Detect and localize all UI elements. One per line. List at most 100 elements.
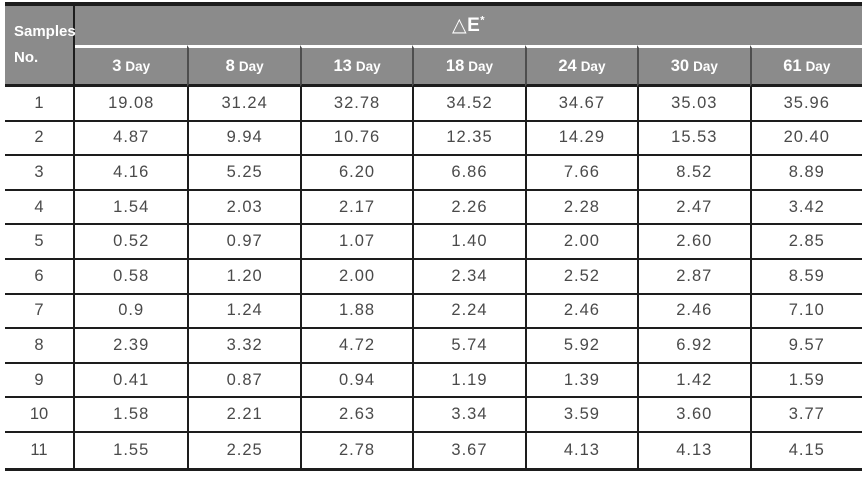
day-number: 13	[333, 56, 352, 75]
value-cell: 35.96	[749, 87, 862, 122]
table-row: 9 0.41 0.87 0.94 1.19 1.39 1.42 1.59	[5, 363, 862, 399]
value-cell: 2.52	[524, 259, 638, 295]
day-number: 61	[783, 56, 802, 75]
table-row: 2 4.87 9.94 10.76 12.35 14.29 15.53 20.40	[5, 121, 862, 157]
value-cell: 3.32	[187, 329, 300, 364]
value-cell: 2.34	[412, 259, 525, 295]
value-cell: 32.78	[299, 87, 413, 122]
samples-label-line1: Samples	[14, 23, 76, 40]
value-cell: 2.00	[299, 259, 413, 295]
value-cell: 2.87	[637, 259, 750, 295]
day-header-8: 8 Day	[187, 45, 300, 87]
value-cell: 3.60	[637, 398, 750, 433]
value-cell: 4.13	[524, 432, 638, 468]
value-cell: 8.59	[749, 259, 862, 295]
value-cell: 0.97	[187, 225, 300, 260]
value-cell: 4.13	[637, 432, 750, 468]
sample-no-cell: 9	[5, 363, 75, 399]
value-cell: 4.15	[749, 432, 862, 468]
value-cell: 2.26	[412, 190, 525, 226]
day-unit: Day	[238, 58, 264, 74]
value-cell: 5.74	[412, 329, 525, 364]
value-cell: 2.46	[637, 294, 750, 330]
day-header-13: 13 Day	[299, 45, 413, 87]
value-cell: 6.20	[299, 156, 413, 191]
value-cell: 6.92	[637, 329, 750, 364]
delta-e-symbol: △E	[451, 15, 481, 36]
samples-no-header: Samples No.	[5, 6, 76, 87]
value-cell: 14.29	[524, 121, 638, 157]
sample-no-cell: 2	[5, 121, 75, 157]
day-unit: Day	[693, 58, 718, 74]
value-cell: 1.20	[187, 259, 300, 295]
value-cell: 35.03	[637, 87, 750, 122]
value-cell: 0.41	[75, 363, 188, 399]
day-unit: Day	[805, 58, 831, 74]
value-cell: 2.60	[637, 225, 750, 260]
value-cell: 1.42	[637, 363, 750, 399]
samples-label-line2: No.	[14, 49, 39, 66]
table-container: Samples No. △E* 3 Day 8 Day 13 Day 18 Day 24 Day 3…	[5, 2, 862, 471]
value-cell: 34.67	[524, 87, 638, 122]
table-row: 1 19.08 31.24 32.78 34.52 34.67 35.03 35.96	[5, 87, 862, 122]
value-cell: 2.47	[637, 190, 750, 226]
sample-no-cell: 5	[5, 225, 75, 260]
value-cell: 3.77	[749, 398, 862, 433]
value-cell: 2.17	[299, 190, 413, 226]
table-row: 10 1.58 2.21 2.63 3.34 3.59 3.60 3.77	[5, 398, 862, 433]
value-cell: 2.39	[75, 329, 188, 364]
value-cell: 1.19	[412, 363, 525, 399]
sample-no-cell: 8	[5, 329, 75, 364]
value-cell: 2.78	[299, 432, 413, 468]
value-cell: 15.53	[637, 121, 750, 157]
value-cell: 6.86	[412, 156, 525, 191]
delta-e-table: Samples No. △E* 3 Day 8 Day 13 Day 18 Day 24 Day 3…	[5, 2, 862, 471]
value-cell: 34.52	[412, 87, 525, 122]
value-cell: 2.00	[524, 225, 638, 260]
value-cell: 7.10	[749, 294, 862, 330]
sample-no-cell: 1	[5, 87, 75, 122]
value-cell: 0.9	[75, 294, 188, 330]
value-cell: 2.63	[299, 398, 413, 433]
value-cell: 1.58	[75, 398, 188, 433]
delta-e-header: △E*	[75, 6, 862, 45]
value-cell: 9.57	[749, 329, 862, 364]
value-cell: 4.16	[75, 156, 188, 191]
day-header-61: 61 Day	[749, 45, 862, 87]
sample-no-cell: 11	[5, 432, 75, 468]
value-cell: 31.24	[187, 87, 300, 122]
value-cell: 3.67	[412, 432, 525, 468]
value-cell: 4.72	[299, 329, 413, 364]
day-number: 8	[225, 56, 235, 75]
value-cell: 12.35	[412, 121, 525, 157]
sample-no-cell: 7	[5, 294, 75, 330]
day-unit: Day	[125, 58, 151, 74]
value-cell: 1.54	[75, 190, 188, 226]
sample-no-cell: 6	[5, 259, 75, 295]
table-row: 11 1.55 2.25 2.78 3.67 4.13 4.13 4.15	[5, 432, 862, 468]
value-cell: 0.87	[187, 363, 300, 399]
value-cell: 8.89	[749, 156, 862, 191]
sample-no-cell: 4	[5, 190, 75, 226]
sample-no-cell: 10	[5, 398, 75, 433]
value-cell: 1.88	[299, 294, 413, 330]
header-row-top: Samples No. △E*	[5, 6, 862, 87]
table-row: 6 0.58 1.20 2.00 2.34 2.52 2.87 8.59	[5, 259, 862, 295]
value-cell: 1.40	[412, 225, 525, 260]
day-header-3: 3 Day	[75, 45, 188, 87]
day-header-18: 18 Day	[412, 45, 525, 87]
day-header-row: 3 Day 8 Day 13 Day 18 Day 24 Day 30 Day 61 Day	[5, 45, 862, 87]
value-cell: 19.08	[75, 87, 188, 122]
value-cell: 2.46	[524, 294, 638, 330]
table-row: 4 1.54 2.03 2.17 2.26 2.28 2.47 3.42	[5, 190, 862, 226]
value-cell: 2.24	[412, 294, 525, 330]
delta-e-superscript: *	[480, 14, 486, 27]
value-cell: 3.34	[412, 398, 525, 433]
day-number: 18	[445, 56, 465, 75]
day-header-24: 24 Day	[524, 45, 638, 87]
table-header: Samples No. △E* 3 Day 8 Day 13 Day 18 Day 24 Day 3…	[5, 6, 862, 87]
day-number: 30	[670, 56, 690, 75]
sample-no-cell: 3	[5, 156, 75, 191]
table-row: 7 0.9 1.24 1.88 2.24 2.46 2.46 7.10	[5, 294, 862, 330]
value-cell: 1.07	[299, 225, 413, 260]
